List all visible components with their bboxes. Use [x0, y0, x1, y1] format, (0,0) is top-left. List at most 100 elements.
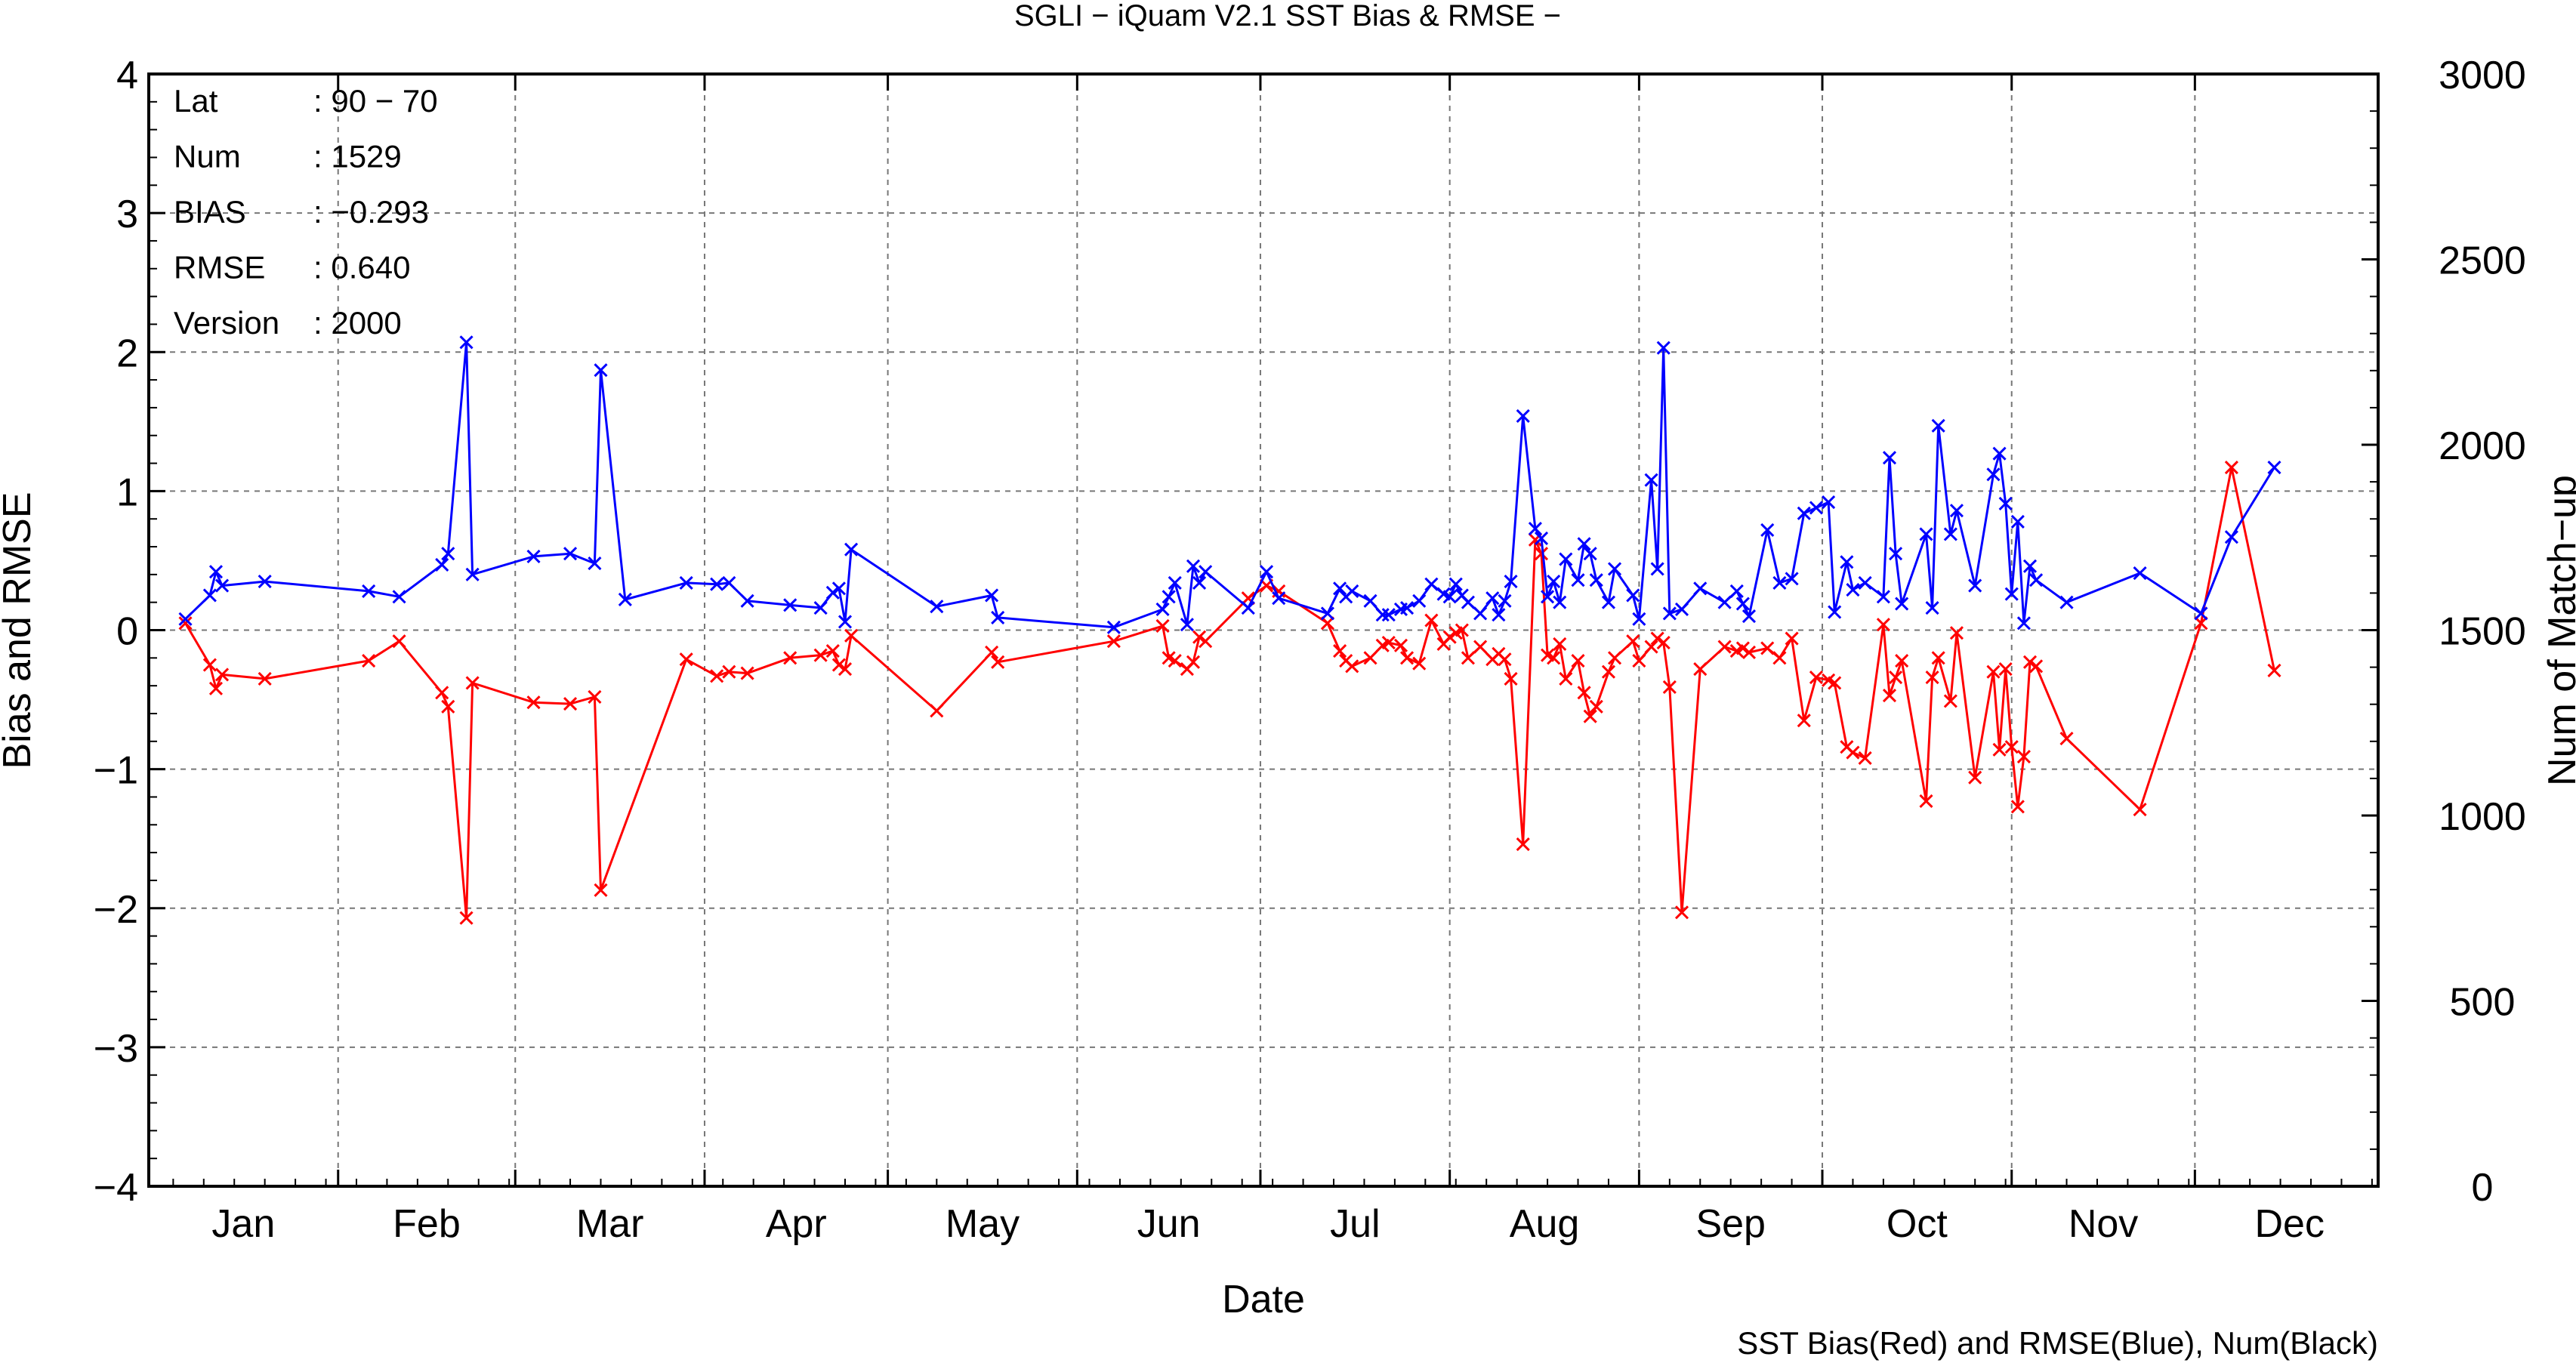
- data-point: [930, 704, 944, 718]
- stats-value: : 0.640: [313, 250, 410, 285]
- data-point: [1553, 595, 1567, 609]
- data-point: [1895, 597, 1909, 611]
- data-point: [1919, 794, 1933, 809]
- data-point: [392, 590, 406, 604]
- data-point: [1412, 656, 1427, 671]
- data-point: [1986, 467, 2001, 482]
- month-label: Jun: [1137, 1202, 1201, 1246]
- data-point: [588, 557, 602, 571]
- data-point: [1516, 409, 1530, 424]
- data-point: [1607, 562, 1622, 576]
- data-point: [844, 628, 859, 643]
- x-tick-labels: Jan Feb Mar Apr May Jun Jul Aug Sep Oct Nov Dec: [211, 1202, 2325, 1246]
- x-axis-label: Date: [1222, 1278, 1305, 1321]
- data-point: [991, 655, 1005, 669]
- data-point: [1534, 531, 1549, 546]
- data-point: [1785, 572, 1799, 586]
- y-tick-labels: 4 3 2 1 0 −1 −2 −3 −4: [94, 54, 138, 1210]
- stats-value: : 2000: [313, 305, 402, 341]
- data-point: [1992, 446, 2007, 461]
- data-point: [1442, 590, 1457, 604]
- stats-key: RMSE: [174, 250, 265, 285]
- data-point: [1259, 565, 1274, 579]
- data-point: [1882, 451, 1897, 465]
- data-point: [2224, 530, 2238, 544]
- data-point: [1333, 644, 1347, 658]
- data-point: [783, 651, 797, 665]
- data-point: [1662, 680, 1677, 695]
- month-label: Dec: [2254, 1202, 2324, 1246]
- data-point: [1656, 636, 1671, 650]
- data-point: [985, 588, 999, 603]
- data-point: [844, 542, 859, 557]
- data-point: [838, 661, 853, 677]
- y-tick-label: 1: [116, 470, 138, 514]
- series-line: [184, 466, 2275, 920]
- month-label: May: [946, 1202, 1020, 1246]
- data-point: [1968, 578, 1982, 593]
- data-point: [2016, 749, 2031, 764]
- data-point: [2194, 606, 2208, 621]
- data-point: [1589, 573, 1603, 587]
- data-point: [563, 697, 578, 711]
- y-tick-label: −2: [94, 888, 138, 932]
- data-point: [362, 653, 376, 668]
- data-point: [465, 567, 480, 581]
- data-point: [1473, 640, 1488, 654]
- data-point: [594, 363, 608, 378]
- data-point: [930, 600, 944, 614]
- data-point: [1895, 653, 1909, 668]
- data-point: [1632, 653, 1646, 668]
- data-point: [1553, 637, 1567, 651]
- stats-key: Num: [174, 139, 241, 174]
- data-point: [1412, 594, 1427, 608]
- data-point: [1943, 527, 1957, 541]
- data-point: [2016, 616, 2031, 631]
- month-label: Jan: [211, 1202, 275, 1246]
- data-point: [1674, 602, 1689, 616]
- data-point: [563, 547, 578, 561]
- data-point: [1272, 591, 1286, 606]
- data-point: [1626, 634, 1640, 649]
- data-point: [1729, 584, 1744, 599]
- data-point: [214, 668, 230, 682]
- data-point: [2022, 655, 2038, 669]
- data-point: [1192, 630, 1207, 644]
- data-point: [2133, 566, 2147, 581]
- month-label: Mar: [576, 1202, 644, 1246]
- data-point: [1547, 651, 1561, 665]
- data-point: [2224, 461, 2238, 475]
- data-point: [465, 676, 480, 690]
- month-label: Oct: [1886, 1202, 1948, 1246]
- data-point: [1998, 496, 2013, 511]
- y-tick-label: 3: [116, 193, 138, 236]
- month-label: Feb: [393, 1202, 461, 1246]
- data-point: [1735, 597, 1750, 611]
- y2-tick-label: 1500: [2439, 610, 2526, 654]
- data-point: [1375, 608, 1390, 622]
- data-point: [1717, 595, 1732, 609]
- data-point: [1828, 605, 1842, 619]
- data-point: [2004, 587, 2019, 601]
- data-point: [831, 658, 846, 672]
- data-point: [1241, 600, 1255, 615]
- data-point: [1876, 618, 1890, 632]
- data-point: [1504, 671, 1518, 686]
- data-point: [1180, 618, 1194, 632]
- data-point: [1399, 651, 1414, 665]
- data-point: [740, 594, 754, 608]
- data-point: [441, 699, 455, 714]
- data-point: [1583, 547, 1597, 561]
- data-point: [392, 634, 406, 649]
- data-point: [1741, 609, 1757, 624]
- y2-tick-label: 2000: [2439, 424, 2526, 468]
- data-point: [1693, 661, 1708, 677]
- data-point: [1693, 581, 1708, 596]
- stats-key: Lat: [174, 83, 218, 119]
- data-point: [459, 335, 474, 350]
- data-point: [1381, 608, 1396, 622]
- axis-ticks: [149, 72, 2378, 1188]
- data-point: [202, 588, 217, 603]
- data-point: [1889, 671, 1903, 685]
- data-point: [1772, 575, 1787, 590]
